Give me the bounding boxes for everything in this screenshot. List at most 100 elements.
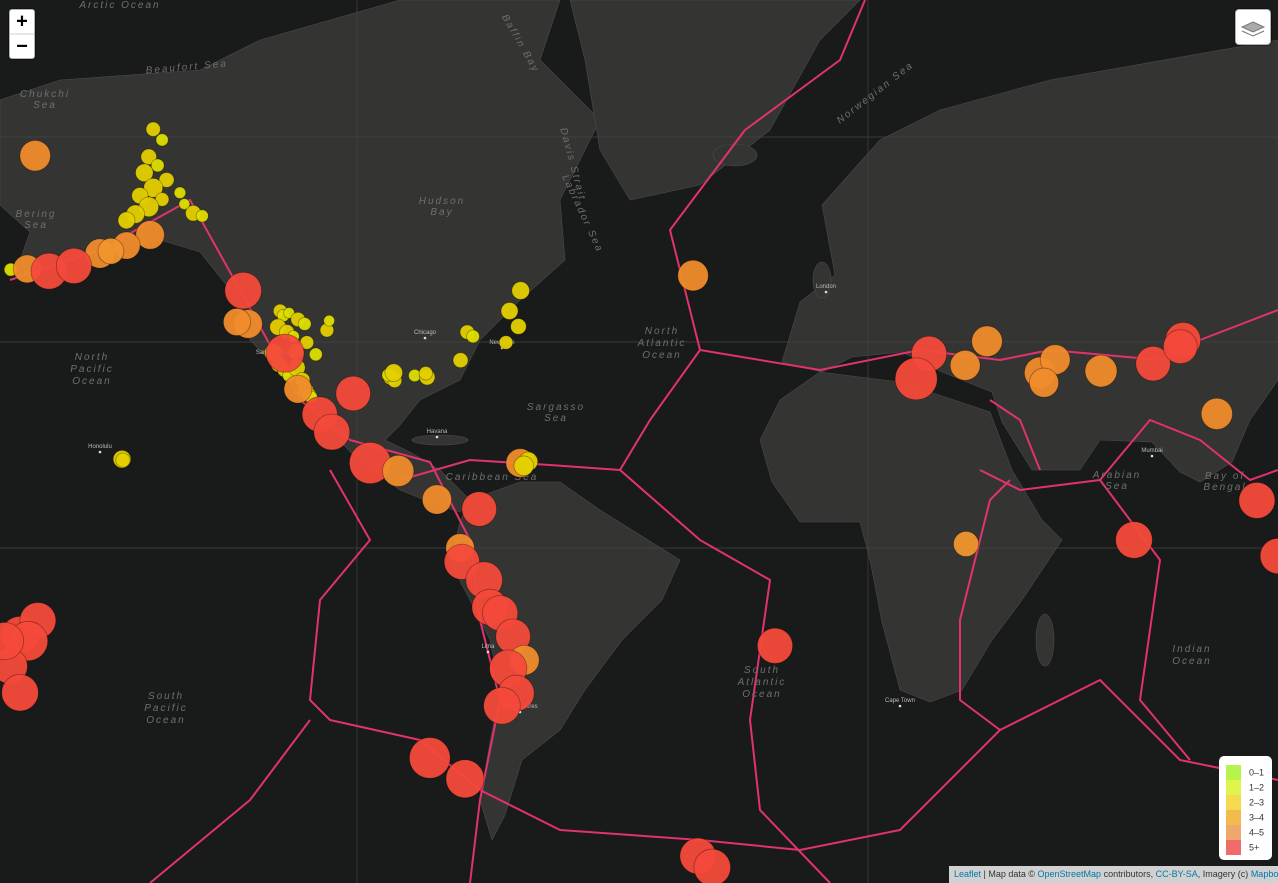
earthquake <box>452 352 469 369</box>
sea-label: Arabian <box>1092 470 1141 481</box>
earthquake <box>158 172 175 188</box>
earthquake <box>971 325 1003 357</box>
earthquakes <box>0 121 1278 883</box>
layers-control[interactable] <box>1234 8 1272 46</box>
legend-label: 2–3 <box>1249 797 1264 807</box>
earthquake <box>140 148 157 166</box>
cuba <box>411 434 469 446</box>
attribution-text: Leaflet | Map data © OpenStreetMap contr… <box>954 869 1278 879</box>
city-dot <box>824 290 828 294</box>
ocean-label: Ocean <box>146 715 185 726</box>
earthquake <box>1135 345 1171 382</box>
city-dot <box>898 704 902 708</box>
earthquake <box>894 357 938 401</box>
earthquake <box>195 209 209 223</box>
greenland <box>569 0 861 201</box>
ocean-label: Atlantic <box>637 338 687 349</box>
link[interactable]: Mapbox <box>1251 869 1278 879</box>
earthquake <box>313 413 351 451</box>
link[interactable]: Leaflet <box>954 869 982 879</box>
earthquake <box>461 491 497 527</box>
earthquake <box>150 158 165 173</box>
sea-label: Norwegian Sea <box>835 60 916 127</box>
legend-label: 4–5 <box>1249 827 1264 837</box>
sea-label: Sargasso <box>527 402 585 413</box>
sea-label: Sea <box>24 220 48 231</box>
city-label: Havana <box>427 429 448 435</box>
earthquake <box>297 317 312 331</box>
britain <box>812 261 832 299</box>
link[interactable]: OpenStreetMap <box>1038 869 1102 879</box>
sea-label: Caribbean Sea <box>446 472 539 483</box>
earthquake <box>1115 521 1153 559</box>
ocean-label: Atlantic <box>737 677 787 688</box>
legend-swatch <box>1226 780 1241 795</box>
earthquake <box>323 314 335 327</box>
text: contributors, <box>1101 869 1156 879</box>
earthquake <box>55 247 93 284</box>
earthquake <box>953 531 980 557</box>
earthquake <box>756 627 794 664</box>
earthquake <box>155 133 169 147</box>
legend-label: 1–2 <box>1249 782 1264 792</box>
earthquake <box>483 686 521 725</box>
earthquake <box>115 452 131 468</box>
earthquake <box>677 259 709 292</box>
city-dot <box>423 336 427 340</box>
earthquake <box>445 759 485 799</box>
legend-label: 0–1 <box>1249 767 1264 777</box>
earthquake <box>283 307 295 319</box>
zoom-control: + − <box>8 8 36 60</box>
earthquake <box>510 318 527 335</box>
link[interactable]: CC-BY-SA <box>1156 869 1198 879</box>
earthquake <box>409 737 451 779</box>
legend-label: 3–4 <box>1249 812 1264 822</box>
zoom-out[interactable]: − <box>16 35 28 57</box>
ocean-label: Pacific <box>70 364 113 375</box>
earthquake <box>382 454 415 487</box>
sea-label: Hudson <box>419 196 465 207</box>
earthquake <box>0 621 24 661</box>
ocean-label: Ocean <box>742 689 781 700</box>
earthquake <box>949 350 981 381</box>
text: , Imagery (c) <box>1198 869 1251 879</box>
sea-label: Sea <box>544 413 568 424</box>
earthquake <box>135 220 165 250</box>
city-dot <box>486 650 490 654</box>
legend-swatch <box>1226 765 1241 780</box>
zoom-in[interactable]: + <box>16 10 28 32</box>
earthquake <box>421 484 452 515</box>
sea-label: Sea <box>33 100 57 111</box>
earthquake <box>178 198 191 210</box>
earthquake <box>1084 354 1118 388</box>
city-label: Mumbai <box>1141 448 1162 454</box>
earthquake <box>1238 482 1276 519</box>
city-label: Lima <box>481 644 495 650</box>
earthquake <box>1259 537 1278 575</box>
ocean-label: North <box>645 326 679 337</box>
sea-label: Bay of <box>1205 471 1245 482</box>
ocean-label: South <box>744 665 780 676</box>
city-dot <box>1150 454 1154 458</box>
earthquake <box>117 211 136 230</box>
legend-swatch <box>1226 810 1241 825</box>
earthquake <box>513 455 535 477</box>
earthquake <box>154 192 170 207</box>
earthquake <box>265 333 305 373</box>
legend: 0–1 1–2 2–3 3–4 4–5 5+ <box>1219 756 1272 860</box>
legend-swatch <box>1226 795 1241 810</box>
earthquake <box>222 307 251 336</box>
ocean-label: Ocean <box>642 350 681 361</box>
earthquake <box>143 177 164 198</box>
earthquake <box>500 302 519 320</box>
attribution-box <box>949 866 1278 883</box>
madagascar <box>1035 613 1055 667</box>
earthquake <box>173 186 187 199</box>
earthquake <box>224 271 262 310</box>
earthquake <box>1200 397 1233 430</box>
legend-swatch <box>1226 825 1241 840</box>
